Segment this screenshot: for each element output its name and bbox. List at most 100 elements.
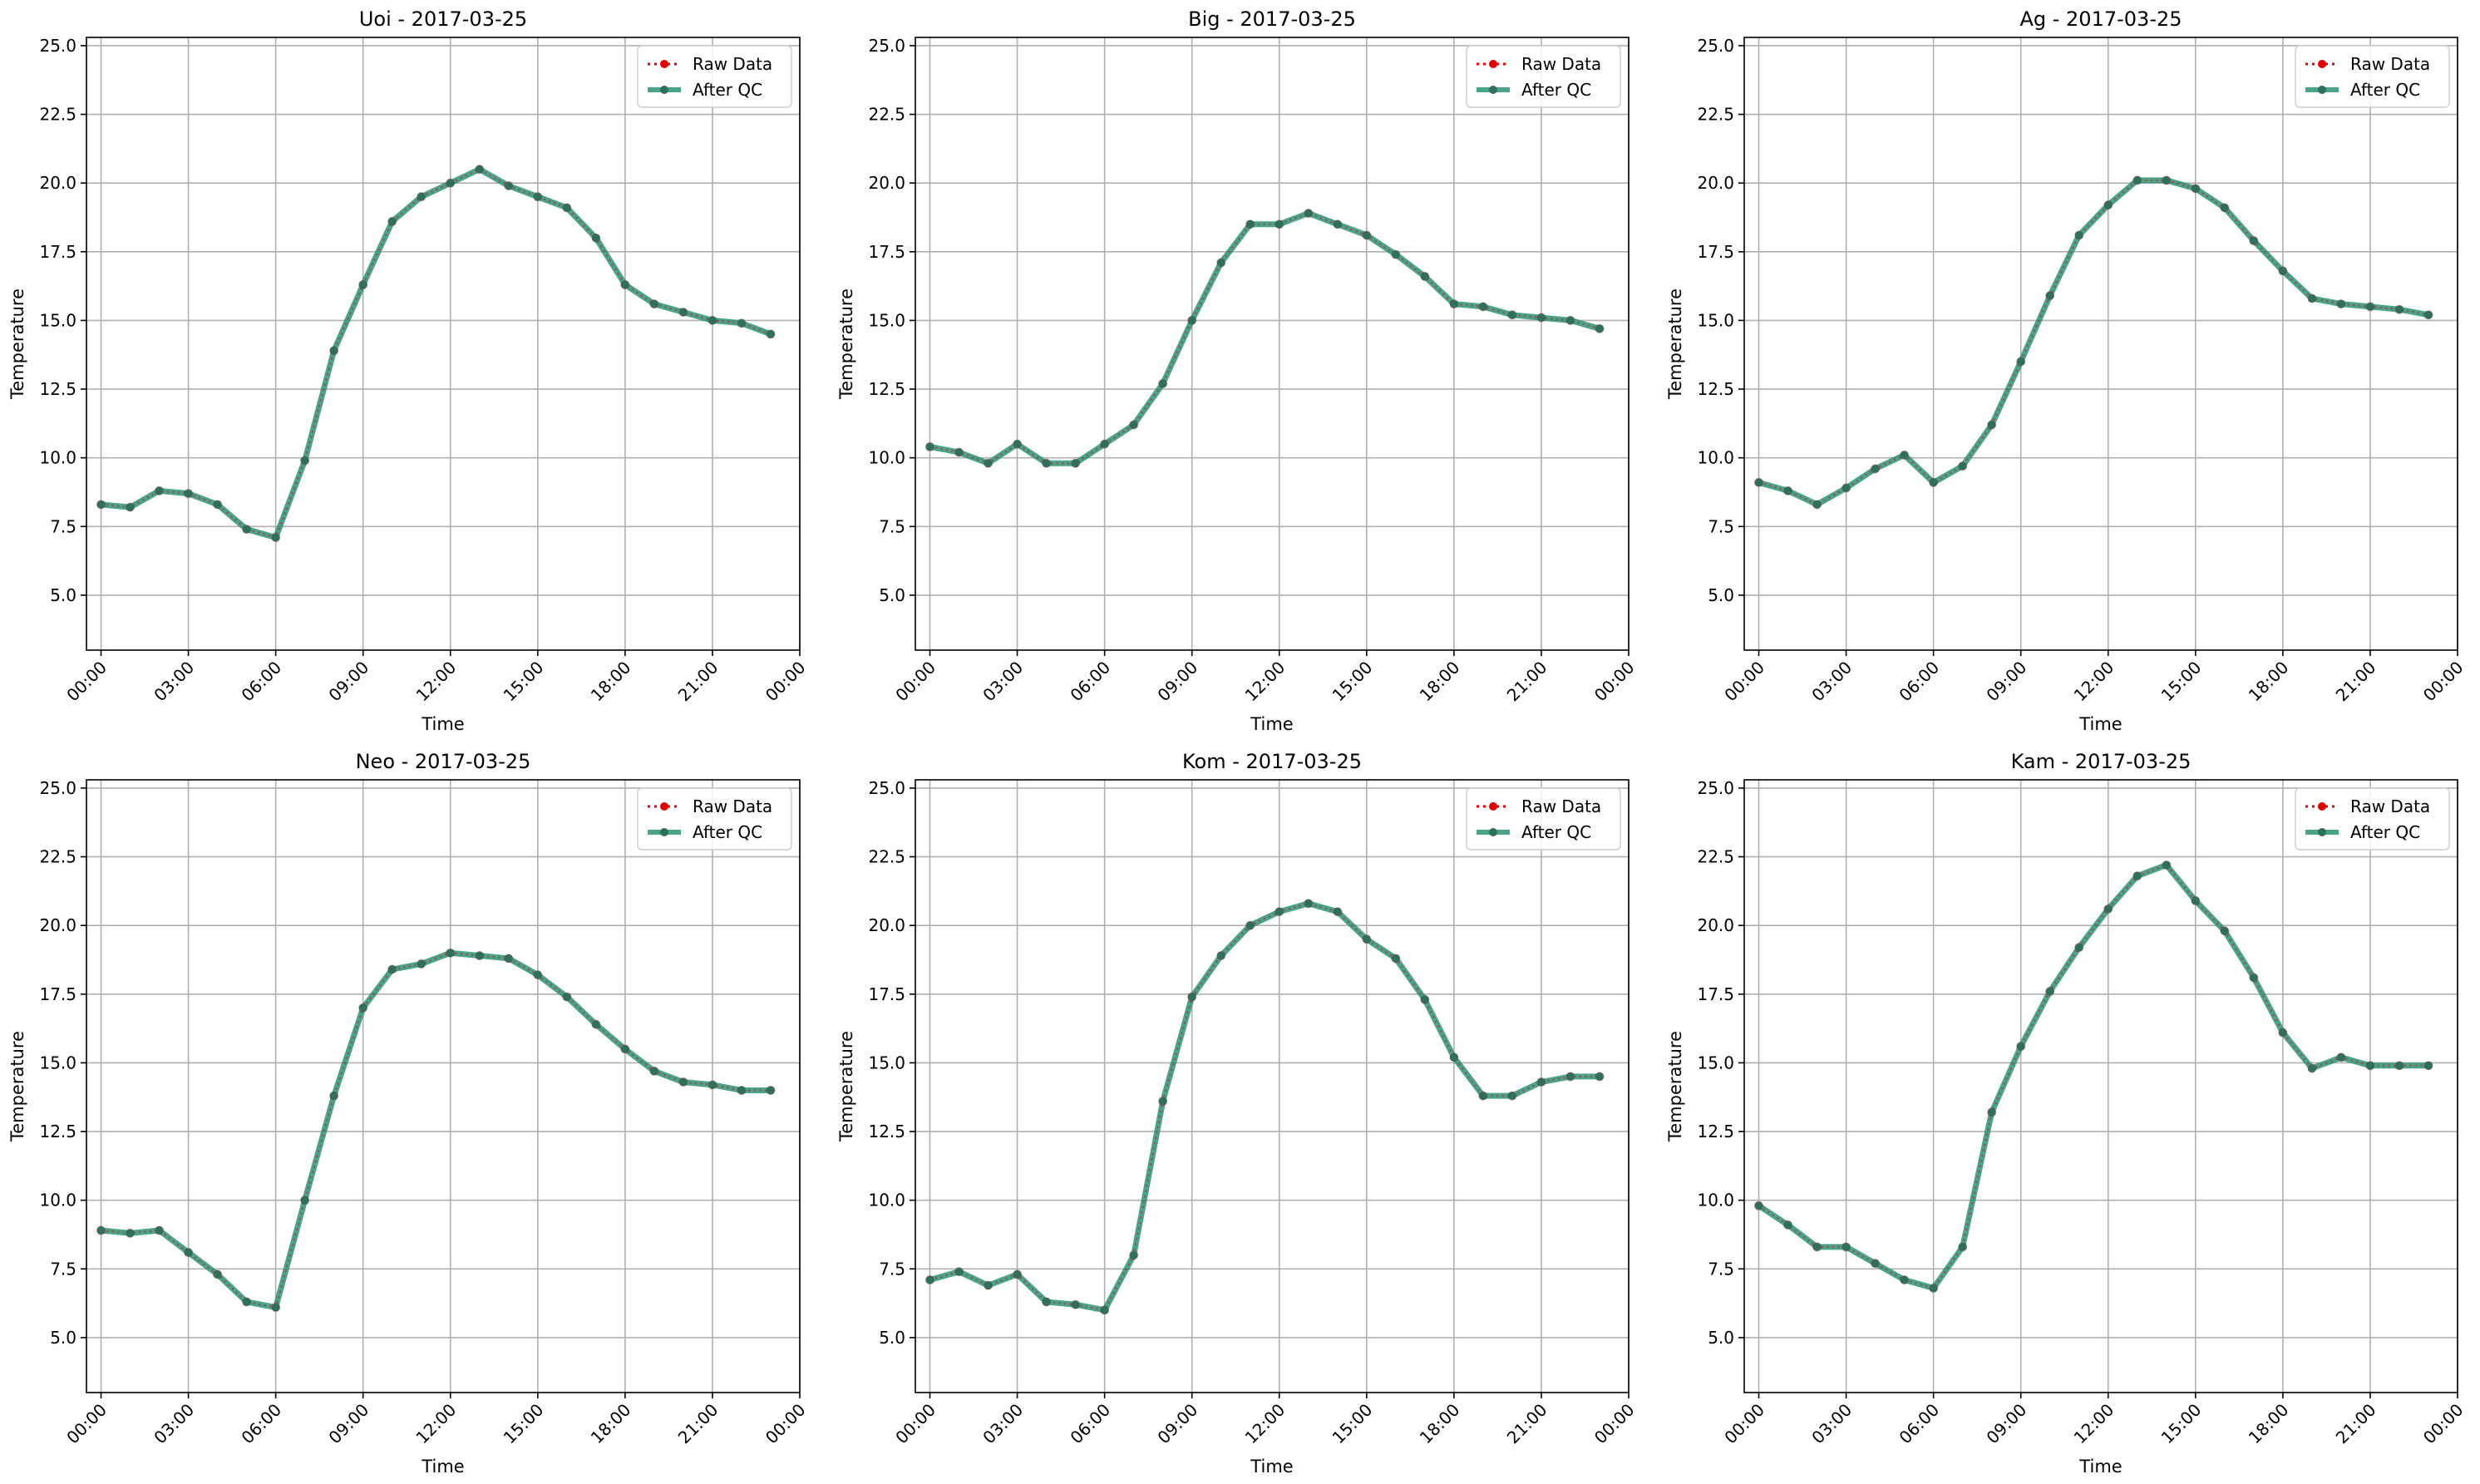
after-qc-point [1783, 486, 1792, 495]
after-qc-point [1507, 310, 1516, 319]
x-tick-label: 03:00 [1807, 1400, 1856, 1448]
x-tick-label: 00:00 [1590, 658, 1639, 706]
after-qc-point [2249, 973, 2258, 982]
after-qc-point [387, 965, 397, 974]
y-tick-label: 25.0 [39, 778, 76, 798]
after-qc-point [708, 1080, 717, 1089]
after-qc-point [2016, 1042, 2025, 1051]
y-tick-label: 5.0 [879, 585, 905, 605]
after-qc-point [1929, 1284, 1938, 1293]
legend-marker-raw-data [660, 60, 668, 68]
legend-label-raw-data: Raw Data [693, 796, 772, 816]
y-tick-label: 20.0 [1697, 915, 1734, 935]
after-qc-point [2162, 175, 2171, 185]
after-qc-point [1565, 316, 1575, 325]
legend-marker-after-qc [2318, 828, 2326, 836]
y-tick-label: 22.5 [39, 847, 76, 867]
y-tick-label: 7.5 [879, 1259, 905, 1279]
x-tick-label: 03:00 [1807, 658, 1856, 706]
y-tick-label: 10.0 [1697, 1191, 1734, 1210]
y-tick-label: 15.0 [868, 310, 905, 330]
series-line-after-qc [929, 900, 1600, 1314]
after-qc-point [1595, 1072, 1604, 1081]
after-qc-point [475, 165, 484, 174]
after-qc-point [1304, 209, 1313, 218]
after-qc-point [417, 959, 426, 969]
legend-label-raw-data: Raw Data [2350, 54, 2430, 74]
after-qc-point [1449, 1053, 1458, 1062]
after-qc-point [620, 1044, 629, 1053]
y-tick-label: 15.0 [868, 1053, 905, 1072]
legend-marker-after-qc [660, 828, 668, 836]
after-qc-point [2132, 175, 2142, 185]
after-qc-point [1958, 461, 1967, 471]
after-qc-point [1275, 219, 1284, 229]
x-axis-label: Time [421, 1457, 464, 1477]
after-qc-point [271, 1303, 280, 1312]
after-qc-point [2074, 943, 2083, 952]
chart-title: Neo - 2017-03-25 [356, 750, 531, 773]
x-tick-label: 21:00 [674, 658, 722, 706]
y-tick-label: 12.5 [39, 1122, 76, 1141]
x-tick-label: 00:00 [1590, 1400, 1639, 1448]
x-tick-label: 06:00 [237, 658, 285, 706]
after-qc-point [329, 1092, 338, 1101]
after-qc-point [1536, 313, 1546, 323]
after-qc-point [1158, 1097, 1167, 1106]
after-qc-point [1245, 219, 1255, 229]
after-qc-point [1842, 1242, 1851, 1251]
axes-frame [915, 779, 1630, 1393]
after-qc-point [1449, 299, 1458, 308]
legend: Raw Data After QC [1466, 45, 1621, 108]
after-qc-point [213, 1270, 222, 1279]
y-tick-label: 22.5 [1697, 105, 1734, 125]
x-tick-label: 12:00 [1241, 1400, 1289, 1448]
y-tick-label: 22.5 [39, 105, 76, 125]
after-qc-point [2394, 1061, 2404, 1070]
after-qc-point [678, 1077, 688, 1087]
y-tick-label: 7.5 [1708, 516, 1734, 536]
after-qc-point [533, 970, 542, 979]
x-tick-label: 18:00 [2245, 658, 2293, 706]
x-tick-label: 15:00 [500, 658, 548, 706]
y-tick-label: 25.0 [39, 36, 76, 56]
y-tick-label: 17.5 [39, 242, 76, 262]
chart-title: Kam - 2017-03-25 [2011, 750, 2192, 773]
legend: Raw Data After QC [637, 787, 792, 850]
after-qc-point [1754, 1201, 1763, 1210]
subplot-3: 5.0 7.5 10.0 12.5 15.0 17.5 20.0 22.5 25.0 00:00 0… [1665, 7, 2468, 734]
x-tick-label: 21:00 [2332, 1400, 2380, 1448]
x-tick-label: 15:00 [2157, 658, 2206, 706]
y-tick-label: 7.5 [50, 1259, 76, 1279]
y-tick-label: 7.5 [1708, 1259, 1734, 1279]
after-qc-point [1333, 907, 1342, 916]
after-qc-point [2423, 1061, 2433, 1070]
y-tick-label: 12.5 [39, 379, 76, 399]
y-tick-label: 12.5 [868, 379, 905, 399]
after-qc-point [155, 486, 164, 495]
after-qc-point [2423, 310, 2433, 319]
after-qc-point [1100, 440, 1109, 449]
x-tick-label: 00:00 [1720, 1400, 1768, 1448]
after-qc-point [649, 1067, 658, 1076]
x-tick-label: 06:00 [1895, 1400, 1943, 1448]
subplot-1: 5.0 7.5 10.0 12.5 15.0 17.5 20.0 22.5 25.0 00:00 0… [7, 7, 810, 734]
chart-title: Ag - 2017-03-25 [2019, 7, 2182, 31]
y-tick-label: 15.0 [1697, 310, 1734, 330]
after-qc-point [1187, 993, 1196, 1002]
after-qc-point [96, 1226, 106, 1235]
legend-label-after-qc: After QC [1521, 80, 1591, 100]
x-tick-label: 00:00 [62, 1400, 111, 1448]
legend-marker-raw-data [2318, 802, 2326, 811]
after-qc-point [2074, 230, 2083, 239]
legend-marker-raw-data [1489, 60, 1497, 68]
y-tick-label: 10.0 [39, 1191, 76, 1210]
after-qc-point [1958, 1242, 1967, 1251]
legend-marker-raw-data [2318, 60, 2326, 68]
after-qc-point [1304, 899, 1313, 908]
after-qc-point [1420, 272, 1429, 281]
x-tick-label: 00:00 [2419, 1400, 2468, 1448]
x-tick-label: 21:00 [1503, 1400, 1551, 1448]
after-qc-point [271, 533, 280, 542]
legend: Raw Data After QC [2295, 45, 2450, 108]
